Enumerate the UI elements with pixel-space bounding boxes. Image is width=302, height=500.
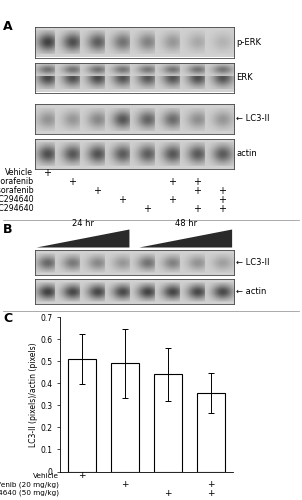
Y-axis label: LC3-II (pixels)/actin (pixels): LC3-II (pixels)/actin (pixels)	[29, 342, 38, 446]
Text: +: +	[207, 480, 215, 489]
Text: 24 hr: 24 hr	[72, 218, 94, 228]
Text: Vehicle: Vehicle	[5, 168, 33, 177]
Bar	[197, 393, 225, 471]
Polygon shape	[37, 230, 130, 248]
Text: +: +	[43, 168, 51, 177]
Bar	[154, 374, 182, 472]
Text: 48 hr: 48 hr	[175, 218, 197, 228]
Text: +: +	[93, 186, 101, 196]
Bar	[111, 364, 139, 472]
Text: +: +	[207, 488, 215, 498]
Polygon shape	[139, 230, 232, 248]
Text: actin: actin	[236, 149, 257, 158]
Text: +: +	[143, 204, 151, 214]
Text: +: +	[193, 176, 201, 186]
Text: +: +	[164, 488, 172, 498]
Text: ← LC3-II: ← LC3-II	[236, 258, 270, 267]
Text: B: B	[3, 222, 12, 235]
Text: +: +	[218, 186, 226, 196]
Text: ABC294640 (50 mg/kg): ABC294640 (50 mg/kg)	[0, 490, 59, 496]
Text: ERK: ERK	[236, 73, 253, 82]
Bar	[68, 359, 96, 472]
Text: 50 μM ABC294640: 50 μM ABC294640	[0, 204, 33, 213]
Text: 2.5 μM sorafenib: 2.5 μM sorafenib	[0, 177, 33, 186]
Text: 25 μM ABC294640: 25 μM ABC294640	[0, 195, 33, 204]
Text: +: +	[193, 186, 201, 196]
Text: p-ERK: p-ERK	[236, 38, 262, 47]
Text: +: +	[168, 194, 176, 204]
Text: +: +	[168, 176, 176, 186]
Text: Sorafenib (20 mg/kg): Sorafenib (20 mg/kg)	[0, 481, 59, 488]
Text: +: +	[121, 480, 129, 489]
Text: +: +	[193, 204, 201, 214]
Text: +: +	[218, 204, 226, 214]
Text: Vehicle: Vehicle	[33, 473, 59, 479]
Text: +: +	[68, 176, 76, 186]
Text: 5 μM sorafenib: 5 μM sorafenib	[0, 186, 33, 195]
Text: A: A	[3, 20, 13, 33]
Text: ← actin: ← actin	[236, 287, 267, 296]
Text: C: C	[3, 312, 12, 325]
Text: ← LC3-II: ← LC3-II	[236, 114, 270, 123]
Text: +: +	[218, 194, 226, 204]
Text: +: +	[118, 194, 126, 204]
Text: +: +	[78, 472, 86, 480]
